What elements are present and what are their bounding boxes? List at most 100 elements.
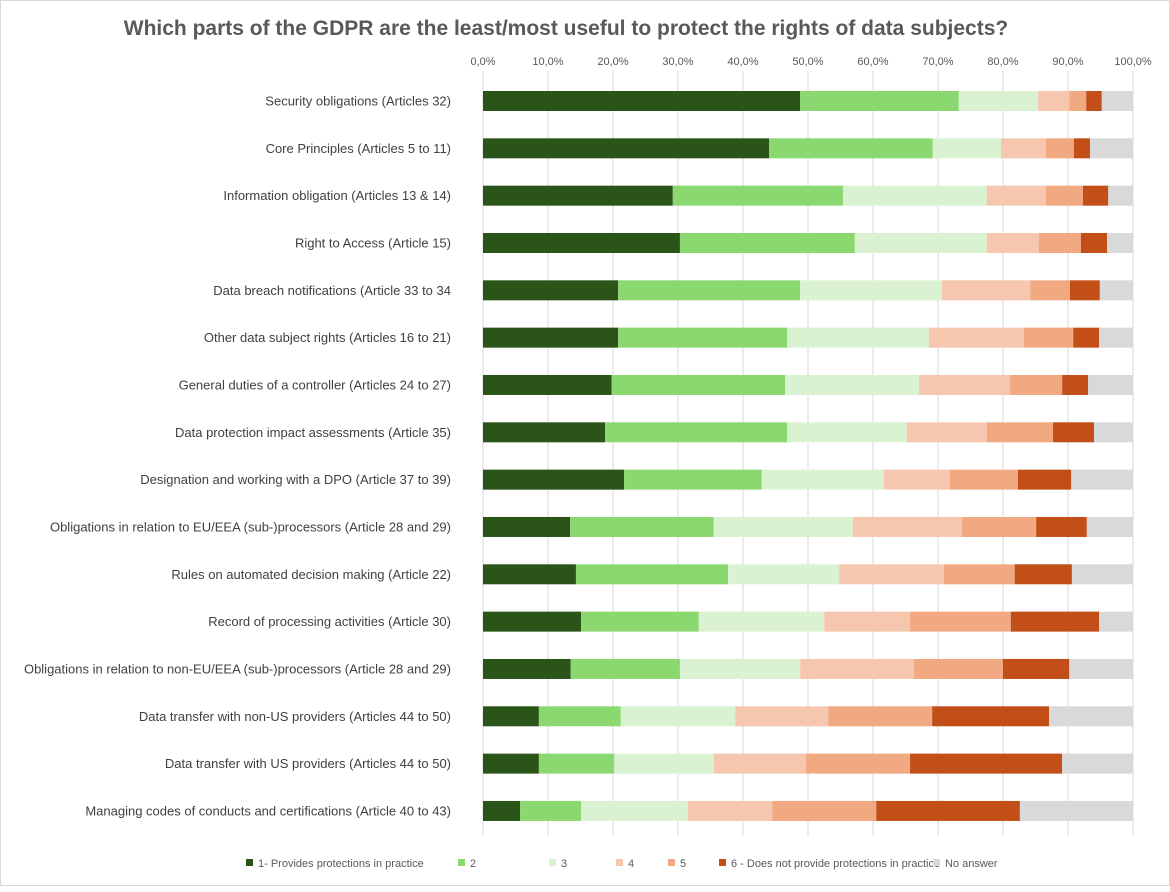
- category-label: Data protection impact assessments (Arti…: [175, 425, 451, 440]
- bar-segment: [538, 753, 615, 774]
- bar-segment: [824, 611, 911, 632]
- bar-segment: [932, 706, 1050, 727]
- bar-segment: [1086, 516, 1133, 537]
- bar-segment: [624, 469, 762, 490]
- bar-segment: [728, 564, 840, 585]
- bar-segment: [570, 516, 714, 537]
- legend-swatch: [549, 859, 556, 866]
- bar-segment: [949, 469, 1018, 490]
- bar-segment: [483, 753, 539, 774]
- bar-segment: [483, 327, 619, 348]
- bar-segment: [1090, 138, 1133, 159]
- bar-segment: [1010, 374, 1063, 395]
- bar-segment: [913, 658, 1003, 679]
- bar-segment: [1010, 611, 1100, 632]
- bar-segment: [1082, 185, 1109, 206]
- bar-segment: [618, 327, 788, 348]
- bar-segment: [769, 138, 933, 159]
- bar-segment: [483, 800, 521, 821]
- bar-segment: [910, 611, 1011, 632]
- bar-segment: [1038, 91, 1070, 111]
- bar-segment: [910, 753, 1063, 774]
- x-tick-label: 100,0%: [1114, 56, 1152, 68]
- x-tick-label: 80,0%: [987, 56, 1018, 68]
- x-tick-label: 50,0%: [792, 56, 823, 68]
- bar-segment: [785, 374, 920, 395]
- bar-segment: [800, 658, 914, 679]
- bar-segment: [618, 280, 801, 301]
- category-label: Security obligations (Articles 32): [265, 94, 451, 109]
- bar-segment: [483, 374, 612, 395]
- bar-segment: [735, 706, 829, 727]
- bar-segment: [876, 800, 1020, 821]
- bar-segment: [1099, 611, 1133, 632]
- legend-label: 4: [628, 858, 634, 870]
- bar-segment: [679, 232, 855, 253]
- legend-swatch: [719, 859, 726, 866]
- bar-segment: [1081, 232, 1107, 253]
- bar-segment: [943, 564, 1015, 585]
- x-tick-label: 20,0%: [597, 56, 628, 68]
- legend-label: 5: [680, 858, 686, 870]
- bar-segment: [581, 800, 688, 821]
- x-tick-label: 40,0%: [727, 56, 758, 68]
- bar-segment: [679, 658, 801, 679]
- bar-segment: [483, 611, 582, 632]
- bar-segment: [713, 753, 807, 774]
- category-label: General duties of a controller (Articles…: [179, 377, 451, 392]
- category-label: Designation and working with a DPO (Arti…: [140, 472, 451, 487]
- bar-segment: [575, 564, 729, 585]
- category-label: Information obligation (Articles 13 & 14…: [223, 188, 451, 203]
- x-tick-label: 60,0%: [857, 56, 888, 68]
- bar-segment: [1101, 91, 1133, 111]
- bar-segment: [581, 611, 699, 632]
- bar-segment: [1086, 91, 1102, 111]
- category-label: Record of processing activities (Article…: [208, 614, 451, 629]
- bar-segment: [919, 374, 1011, 395]
- bar-segment: [800, 91, 959, 111]
- chart-title: Which parts of the GDPR are the least/mo…: [124, 17, 1008, 40]
- legend-label: 2: [470, 858, 476, 870]
- bar-segment: [1099, 280, 1133, 301]
- category-label: Obligations in relation to EU/EEA (sub-)…: [50, 519, 451, 534]
- bar-segment: [787, 422, 907, 443]
- bar-segment: [483, 564, 576, 585]
- category-label: Managing codes of conducts and certifica…: [85, 803, 451, 818]
- bar-segment: [1038, 232, 1081, 253]
- legend-label: 6 - Does not provide protections in prac…: [731, 858, 940, 870]
- bar-segment: [1094, 422, 1133, 443]
- bar-segment: [839, 564, 944, 585]
- bar-segment: [787, 327, 929, 348]
- bar-segment: [672, 185, 844, 206]
- bar-segment: [1069, 91, 1087, 111]
- bar-segment: [962, 516, 1037, 537]
- category-label: Core Principles (Articles 5 to 11): [266, 141, 451, 156]
- category-label: Obligations in relation to non-EU/EEA (s…: [24, 661, 451, 676]
- legend-swatch: [668, 859, 675, 866]
- bar-segment: [800, 280, 942, 301]
- bar-segment: [843, 185, 987, 206]
- bar-segment: [986, 422, 1054, 443]
- bar-segment: [483, 232, 680, 253]
- bar-segment: [483, 185, 673, 206]
- bar-segment: [1062, 374, 1089, 395]
- bar-segment: [828, 706, 933, 727]
- bar-segment: [520, 800, 582, 821]
- legend-label: 3: [561, 858, 567, 870]
- bar-segment: [570, 658, 680, 679]
- category-label: Other data subject rights (Articles 16 t…: [204, 330, 451, 345]
- bar-segment: [1073, 138, 1091, 159]
- category-label: Rules on automated decision making (Arti…: [171, 567, 451, 582]
- bar-segment: [761, 469, 885, 490]
- category-label: Data transfer with US providers (Article…: [165, 756, 451, 771]
- x-tick-label: 90,0%: [1052, 56, 1083, 68]
- bar-segment: [611, 374, 786, 395]
- bar-segment: [1017, 469, 1072, 490]
- bar-segment: [1019, 800, 1133, 821]
- bar-segment: [713, 516, 853, 537]
- bar-segment: [698, 611, 825, 632]
- bar-segment: [483, 91, 801, 111]
- bar-segment: [1062, 753, 1133, 774]
